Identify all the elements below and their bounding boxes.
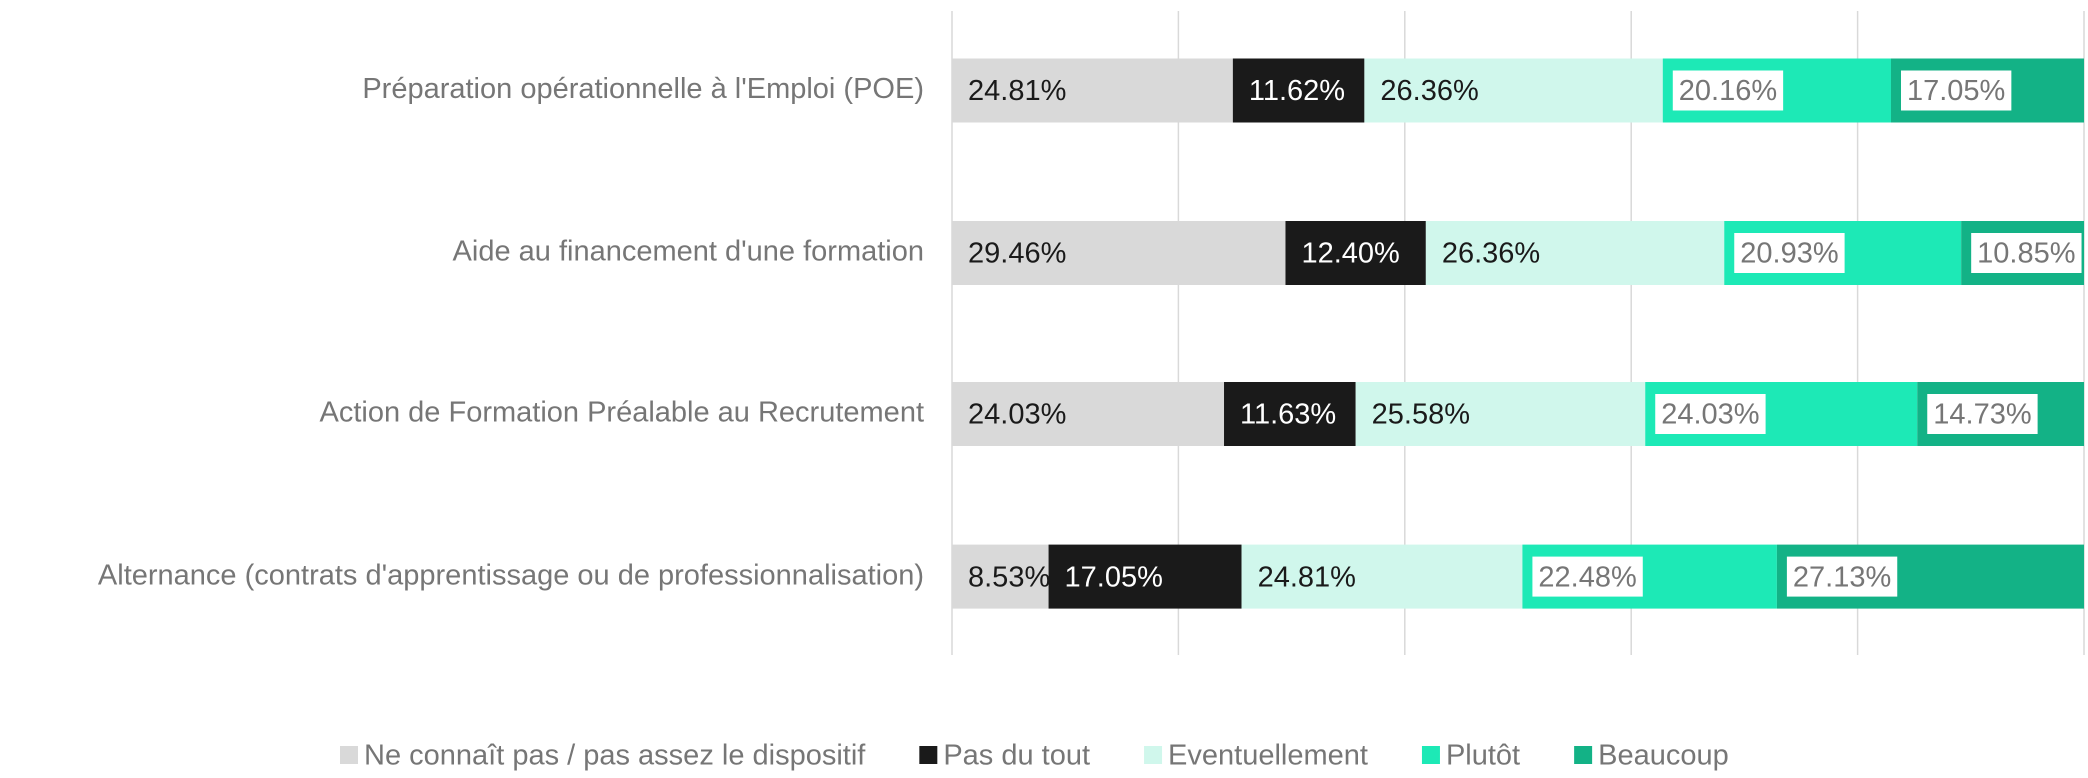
data-label-group: 11.63% [1240,399,1336,431]
data-label-group: 25.58% [1372,399,1470,431]
data-label: 14.73% [1933,399,2031,431]
category-label: Aide au financement d'une formation [453,236,924,268]
legend-swatch [919,746,938,764]
data-label-box [1532,556,1643,597]
data-label: 24.81% [968,75,1066,107]
data-label-group: 10.85% [1971,233,2082,273]
data-label-group: 26.36% [1442,238,1540,270]
data-label: 11.63% [1240,399,1336,431]
category-label: Préparation opérationnelle à l'Emploi (P… [362,73,924,105]
bar-segment [1364,58,1663,123]
data-label-group: 12.40% [1301,238,1399,270]
data-label-group: 20.16% [1672,70,1784,111]
data-label-group: 27.13% [1786,556,1898,597]
bar-segment [952,382,1225,446]
data-label: 27.13% [1793,561,1891,593]
bar-segment [1425,221,1725,285]
data-label: 26.36% [1380,75,1478,107]
bar-segment [1232,58,1365,123]
data-label-group: 26.36% [1380,75,1478,107]
data-label-group: 24.81% [968,75,1066,107]
data-label-group: 20.93% [1734,233,1845,273]
data-label: 24.03% [1661,399,1759,431]
legend-swatch [1144,746,1163,764]
legend-label: Beaucoup [1598,740,1729,772]
data-label-box [1900,70,2012,111]
data-label-group: 29.46% [968,238,1066,270]
data-label: 24.03% [968,399,1066,431]
bar-segment [1355,382,1646,446]
legend-label: Eventuellement [1168,740,1368,772]
bar-segment [952,58,1233,123]
data-label-box [1672,70,1784,111]
data-label: 26.36% [1442,238,1540,270]
data-label: 10.85% [1977,238,2075,270]
data-label-box [1786,556,1898,597]
data-label-box [1655,394,1766,434]
data-label-group: 17.05% [1065,561,1163,593]
legend-swatch [340,746,358,764]
data-label: 17.05% [1065,561,1163,593]
legend-label: Ne connaît pas / pas assez le dispositif [364,740,866,772]
legend-label: Plutôt [1446,740,1520,772]
bar-segment [952,544,1049,609]
bar-segment [1285,221,1426,285]
data-label: 29.46% [968,238,1066,270]
data-label-group: 24.03% [968,399,1066,431]
data-label-group: 22.48% [1532,556,1643,597]
data-label-box [1734,233,1845,273]
data-label-box [1971,233,2082,273]
category-label: Alternance (contrats d'apprentissage ou … [98,559,924,591]
data-label-group: 24.81% [1258,561,1356,593]
bar-segment [952,221,1286,285]
data-label-group: 8.53% [968,561,1050,593]
data-label: 25.58% [1372,399,1470,431]
data-label: 11.62% [1249,75,1345,107]
data-label-group: 24.03% [1655,394,1766,434]
data-label-group: 17.05% [1900,70,2012,111]
bar-segment [1048,544,1242,609]
legend-swatch [1574,746,1593,764]
bar-segment [1224,382,1356,446]
data-label: 22.48% [1538,561,1636,593]
data-label-group: 11.62% [1249,75,1345,107]
data-label-group: 14.73% [1927,394,2038,434]
legend-label: Pas du tout [943,740,1090,772]
data-label: 8.53% [968,561,1050,593]
data-label: 17.05% [1907,75,2005,107]
data-label: 20.16% [1679,75,1777,107]
data-label: 24.81% [1258,561,1356,593]
bar-segment [1241,544,1523,609]
data-label-box [1927,394,2038,434]
data-label: 12.40% [1301,238,1399,270]
legend-swatch [1421,746,1440,764]
category-label: Action de Formation Préalable au Recrute… [320,397,924,429]
data-label: 20.93% [1740,238,1838,270]
